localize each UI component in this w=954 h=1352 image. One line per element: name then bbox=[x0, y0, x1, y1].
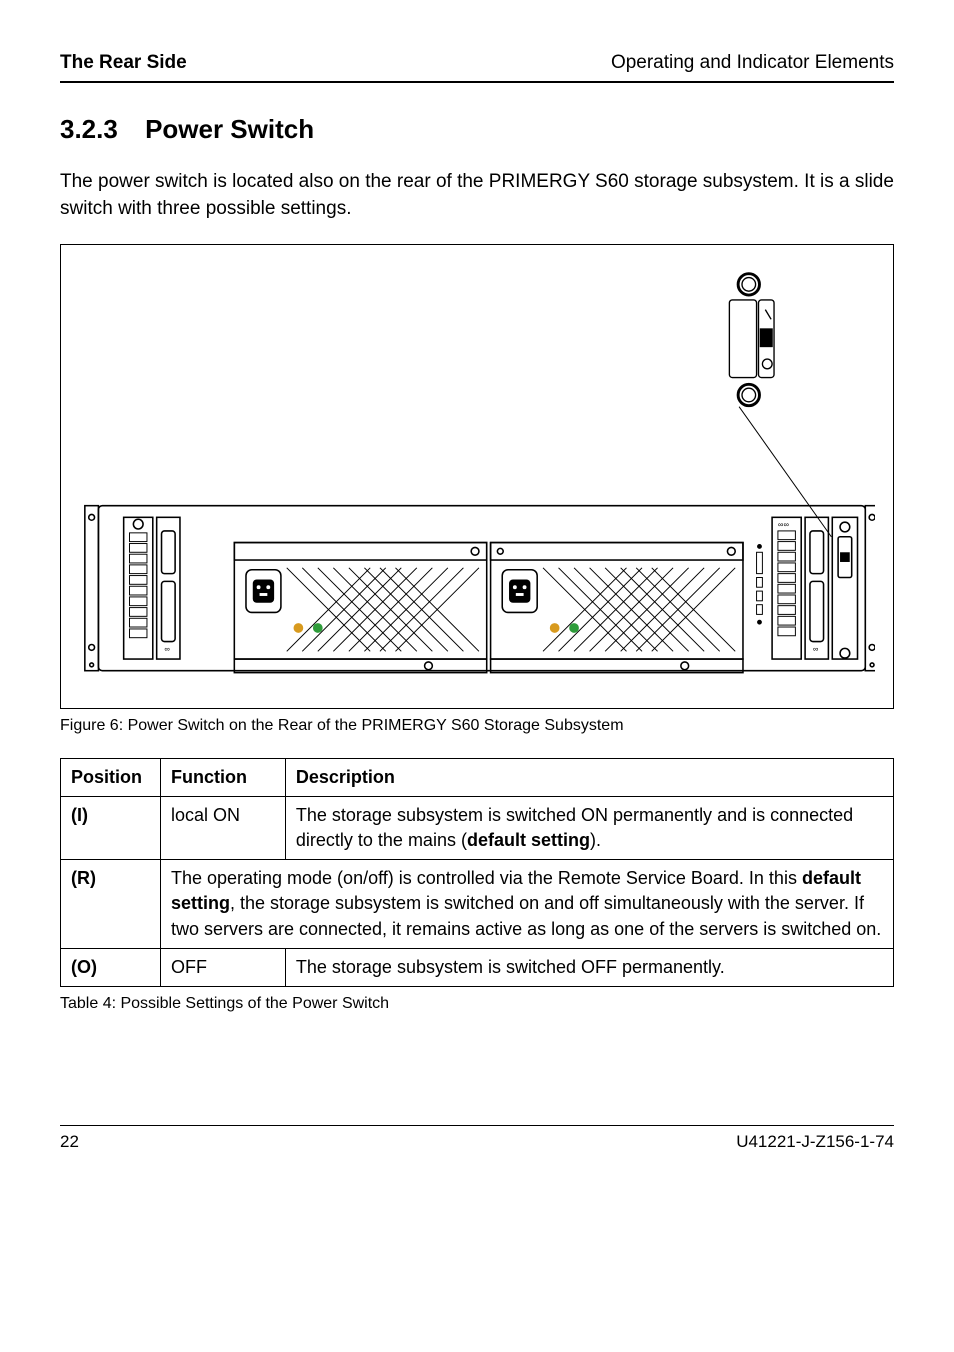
svg-text:∞: ∞ bbox=[813, 644, 819, 653]
cell-description: The storage subsystem is switched OFF pe… bbox=[285, 948, 893, 986]
figure-caption: Figure 6: Power Switch on the Rear of th… bbox=[60, 715, 894, 737]
section-heading: 3.2.3 Power Switch bbox=[60, 111, 894, 147]
cell-function: OFF bbox=[160, 948, 285, 986]
cell-position: (I) bbox=[61, 796, 161, 859]
cell-position: (O) bbox=[61, 948, 161, 986]
svg-text:∞: ∞ bbox=[164, 644, 170, 653]
figure-container: R bbox=[60, 244, 894, 709]
section-number: 3.2.3 bbox=[60, 114, 118, 144]
cell-description-merged: The operating mode (on/off) is controlle… bbox=[160, 860, 893, 949]
intro-paragraph: The power switch is located also on the … bbox=[60, 169, 894, 222]
svg-text:∞∞: ∞∞ bbox=[778, 520, 789, 529]
svg-text:R: R bbox=[764, 335, 772, 348]
cell-function: local ON bbox=[160, 796, 285, 859]
footer-page: 22 bbox=[60, 1130, 79, 1154]
th-description: Description bbox=[285, 758, 893, 796]
th-position: Position bbox=[61, 758, 161, 796]
th-function: Function bbox=[160, 758, 285, 796]
footer-docnum: U41221-J-Z156-1-74 bbox=[736, 1130, 894, 1154]
cell-position: (R) bbox=[61, 860, 161, 949]
header-right: Operating and Indicator Elements bbox=[611, 50, 894, 77]
settings-table: Position Function Description (I) local … bbox=[60, 758, 894, 987]
table-row: (R) The operating mode (on/off) is contr… bbox=[61, 860, 894, 949]
cell-description: The storage subsystem is switched ON per… bbox=[285, 796, 893, 859]
rear-diagram: R bbox=[79, 263, 875, 690]
table-row: (O) OFF The storage subsystem is switche… bbox=[61, 948, 894, 986]
section-title: Power Switch bbox=[145, 114, 314, 144]
header-left: The Rear Side bbox=[60, 50, 187, 77]
table-row: (I) local ON The storage subsystem is sw… bbox=[61, 796, 894, 859]
table-caption: Table 4: Possible Settings of the Power … bbox=[60, 993, 894, 1015]
